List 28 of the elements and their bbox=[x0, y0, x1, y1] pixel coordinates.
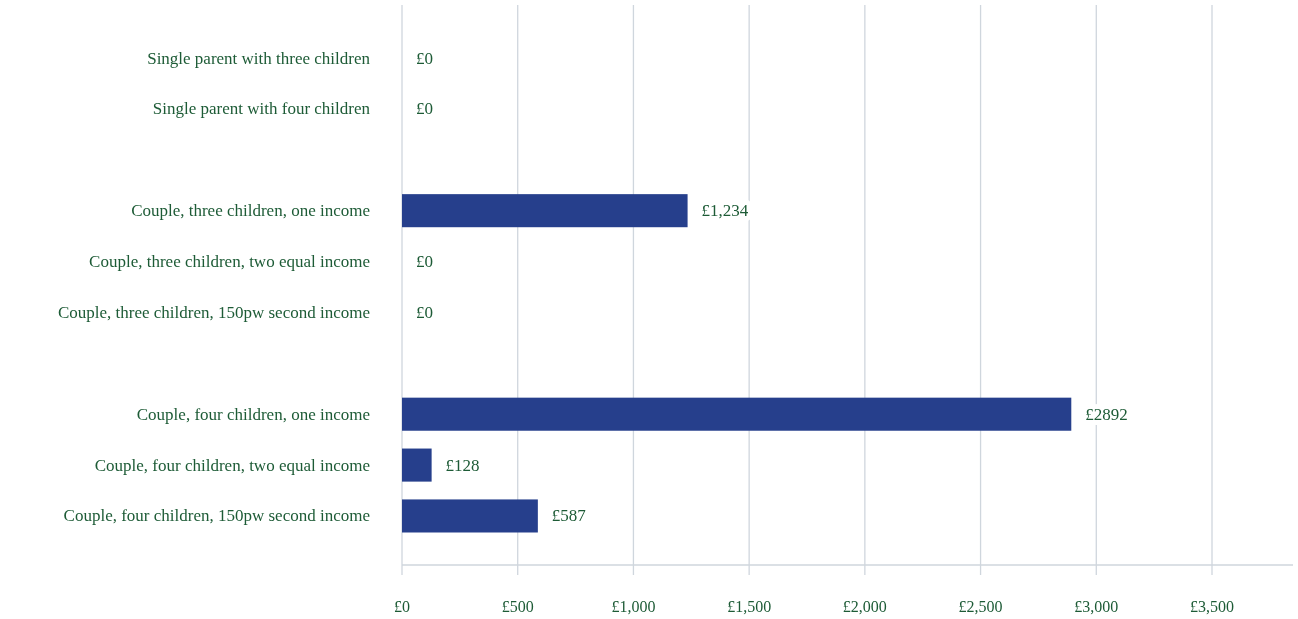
data-label: £0 bbox=[416, 302, 433, 322]
y-tick-label: Couple, three children, one income bbox=[131, 201, 370, 221]
y-tick-label: Single parent with four children bbox=[152, 99, 371, 119]
y-tick-label: Couple, three children, 150pw second income bbox=[57, 302, 370, 322]
x-tick-label: £3,000 bbox=[1074, 597, 1119, 615]
data-label: £2892 bbox=[1085, 404, 1128, 424]
data-label: £0 bbox=[416, 252, 433, 272]
bar bbox=[402, 194, 688, 228]
data-label: £1,234 bbox=[701, 201, 749, 221]
data-label: £0 bbox=[416, 48, 433, 68]
x-tick-label: £0 bbox=[394, 597, 410, 615]
y-tick-label: Couple, four children, two equal income bbox=[94, 455, 370, 475]
x-tick-label: £1,500 bbox=[727, 597, 772, 615]
data-label: £0 bbox=[416, 99, 433, 119]
data-label: £587 bbox=[551, 506, 587, 526]
y-tick-label: Couple, four children, one income bbox=[136, 404, 370, 424]
x-tick-label: £2,500 bbox=[958, 597, 1003, 615]
y-tick-label: Single parent with three children bbox=[147, 48, 371, 68]
bar bbox=[402, 499, 538, 533]
x-tick-label: £500 bbox=[501, 597, 534, 615]
x-tick-label: £2,000 bbox=[842, 597, 887, 615]
x-tick-label: £1,000 bbox=[611, 597, 656, 615]
bar bbox=[402, 448, 432, 482]
data-label: £128 bbox=[445, 455, 480, 475]
x-tick-label: £3,500 bbox=[1190, 597, 1234, 615]
bar bbox=[402, 397, 1072, 431]
y-tick-label: Couple, three children, two equal income bbox=[89, 252, 370, 272]
y-tick-label: Couple, four children, 150pw second income bbox=[63, 506, 370, 526]
